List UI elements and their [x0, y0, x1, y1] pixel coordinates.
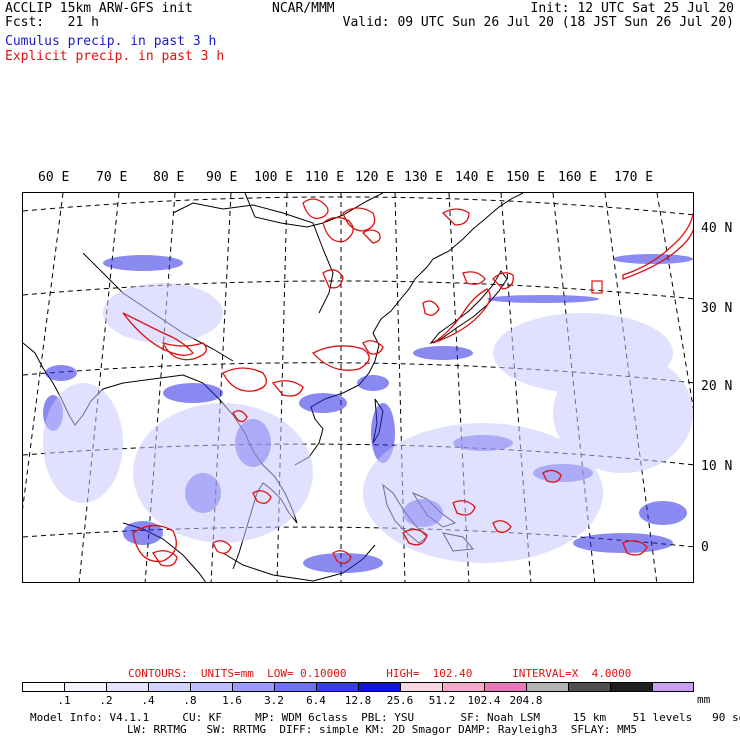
lon-label: 60 E: [38, 170, 70, 185]
station-marker: [591, 280, 603, 294]
lon-line: [23, 193, 64, 510]
color-bar-cell: [232, 682, 274, 692]
lat-line-30n: [23, 280, 693, 300]
contour-info: CONTOURS: UNITS=mm LOW= 0.10000 HIGH= 10…: [128, 667, 632, 680]
lat-line-40n: [23, 196, 693, 216]
light-precip: [43, 283, 693, 563]
forecast-hour: Fcst: 21 h: [5, 15, 99, 30]
valid-time: Valid: 09 UTC Sun 26 Jul 20 (18 JST Sun …: [342, 15, 734, 30]
color-bar-cell: [568, 682, 610, 692]
lat-label: 10 N: [701, 459, 733, 474]
color-bar-cell: [400, 682, 442, 692]
color-bar-tick-label: 25.6: [386, 694, 414, 707]
run-title: ACCLIP 15km ARW-GFS init: [5, 1, 193, 16]
lon-label: 70 E: [96, 170, 128, 185]
color-bar-tick-label: 3.2: [264, 694, 284, 707]
lat-label: 20 N: [701, 379, 733, 394]
lon-label: 120 E: [355, 170, 395, 185]
color-bar-cell: [148, 682, 190, 692]
color-bar-tick-label: 51.2: [428, 694, 456, 707]
lon-label: 80 E: [153, 170, 185, 185]
color-bar-cell: [610, 682, 652, 692]
lon-label: 90 E: [206, 170, 238, 185]
lon-label: 150 E: [506, 170, 546, 185]
init-time: Init: 12 UTC Sat 25 Jul 20: [530, 1, 735, 16]
color-bar-cell: [652, 682, 694, 692]
color-bar-tick-label: 6.4: [306, 694, 326, 707]
color-bar-cell: [358, 682, 400, 692]
color-bar: [22, 682, 694, 692]
color-bar-tick-label: 102.4: [467, 694, 501, 707]
lon-label: 140 E: [455, 170, 495, 185]
lon-label: 100 E: [254, 170, 294, 185]
color-bar-cell: [106, 682, 148, 692]
model-info-line2: LW: RRTMG SW: RRTMG DIFF: simple KM: 2D …: [127, 723, 637, 736]
map-canvas: [23, 193, 693, 582]
lon-label: 110 E: [305, 170, 345, 185]
lon-label: 170 E: [614, 170, 654, 185]
lon-label: 160 E: [558, 170, 598, 185]
cumulus-legend-label: Cumulus precip. in past 3 h: [5, 34, 217, 49]
lat-label: 0: [701, 540, 709, 555]
legend-unit: mm: [697, 693, 711, 706]
explicit-legend-label: Explicit precip. in past 3 h: [5, 49, 225, 64]
color-bar-cell: [190, 682, 232, 692]
color-bar-cell: [442, 682, 484, 692]
model-info-line1: Model Info: V4.1.1 CU: KF MP: WDM 6class…: [30, 711, 740, 724]
color-bar-tick-label: .8: [183, 694, 197, 707]
color-bar-tick-label: 12.8: [344, 694, 372, 707]
explicit-precip: [122, 198, 693, 567]
lat-label: 30 N: [701, 301, 733, 316]
org-label: NCAR/MMM: [272, 1, 335, 16]
color-bar-cell: [526, 682, 568, 692]
lon-label: 130 E: [404, 170, 444, 185]
color-bar-cell: [64, 682, 106, 692]
color-bar-tick-label: .1: [57, 694, 71, 707]
color-bar-cell: [484, 682, 526, 692]
color-bar-cell: [22, 682, 64, 692]
color-bar-tick-label: .2: [99, 694, 113, 707]
lat-label: 40 N: [701, 221, 733, 236]
color-bar-tick-label: 204.8: [509, 694, 543, 707]
color-bar-tick-label: .4: [141, 694, 155, 707]
color-bar-cell: [316, 682, 358, 692]
precip-map: [22, 192, 694, 583]
color-bar-cell: [274, 682, 316, 692]
color-bar-tick-label: 1.6: [222, 694, 242, 707]
